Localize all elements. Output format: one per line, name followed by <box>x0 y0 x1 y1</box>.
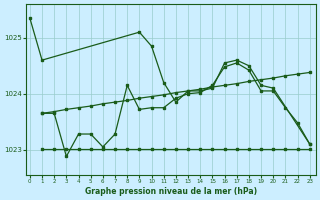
X-axis label: Graphe pression niveau de la mer (hPa): Graphe pression niveau de la mer (hPa) <box>85 187 257 196</box>
